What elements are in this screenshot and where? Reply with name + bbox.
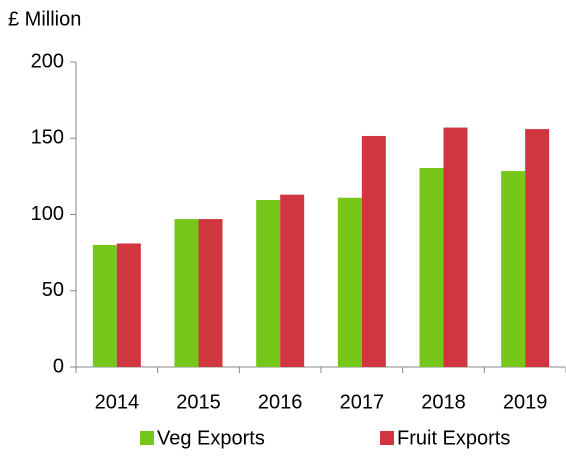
y-tick-label: 100: [31, 203, 64, 225]
x-tick-label: 2016: [258, 391, 303, 413]
bar: [361, 135, 386, 367]
legend-swatch: [380, 431, 394, 445]
y-tick-label: 200: [31, 50, 64, 72]
bar: [198, 219, 223, 367]
x-tick-label: 2015: [176, 391, 221, 413]
bar: [337, 197, 362, 367]
y-tick-label: 50: [42, 279, 64, 301]
bar: [174, 219, 199, 367]
bar: [419, 167, 444, 367]
x-tick-label: 2014: [95, 391, 140, 413]
y-tick-label: 0: [53, 355, 64, 377]
legend-label: Veg Exports: [157, 427, 265, 449]
bar: [280, 194, 305, 367]
x-tick-label: 2018: [421, 391, 466, 413]
legend-label: Fruit Exports: [397, 427, 510, 449]
bar: [116, 243, 141, 367]
x-tick-label: 2019: [503, 391, 548, 413]
bar: [525, 129, 550, 367]
bar: [501, 171, 526, 367]
x-tick-label: 2017: [340, 391, 385, 413]
bar: [92, 245, 117, 367]
y-tick-label: 150: [31, 127, 64, 149]
legend-swatch: [140, 431, 154, 445]
y-axis-label: £ Million: [8, 8, 81, 30]
bar: [443, 127, 468, 367]
bar: [256, 200, 281, 367]
